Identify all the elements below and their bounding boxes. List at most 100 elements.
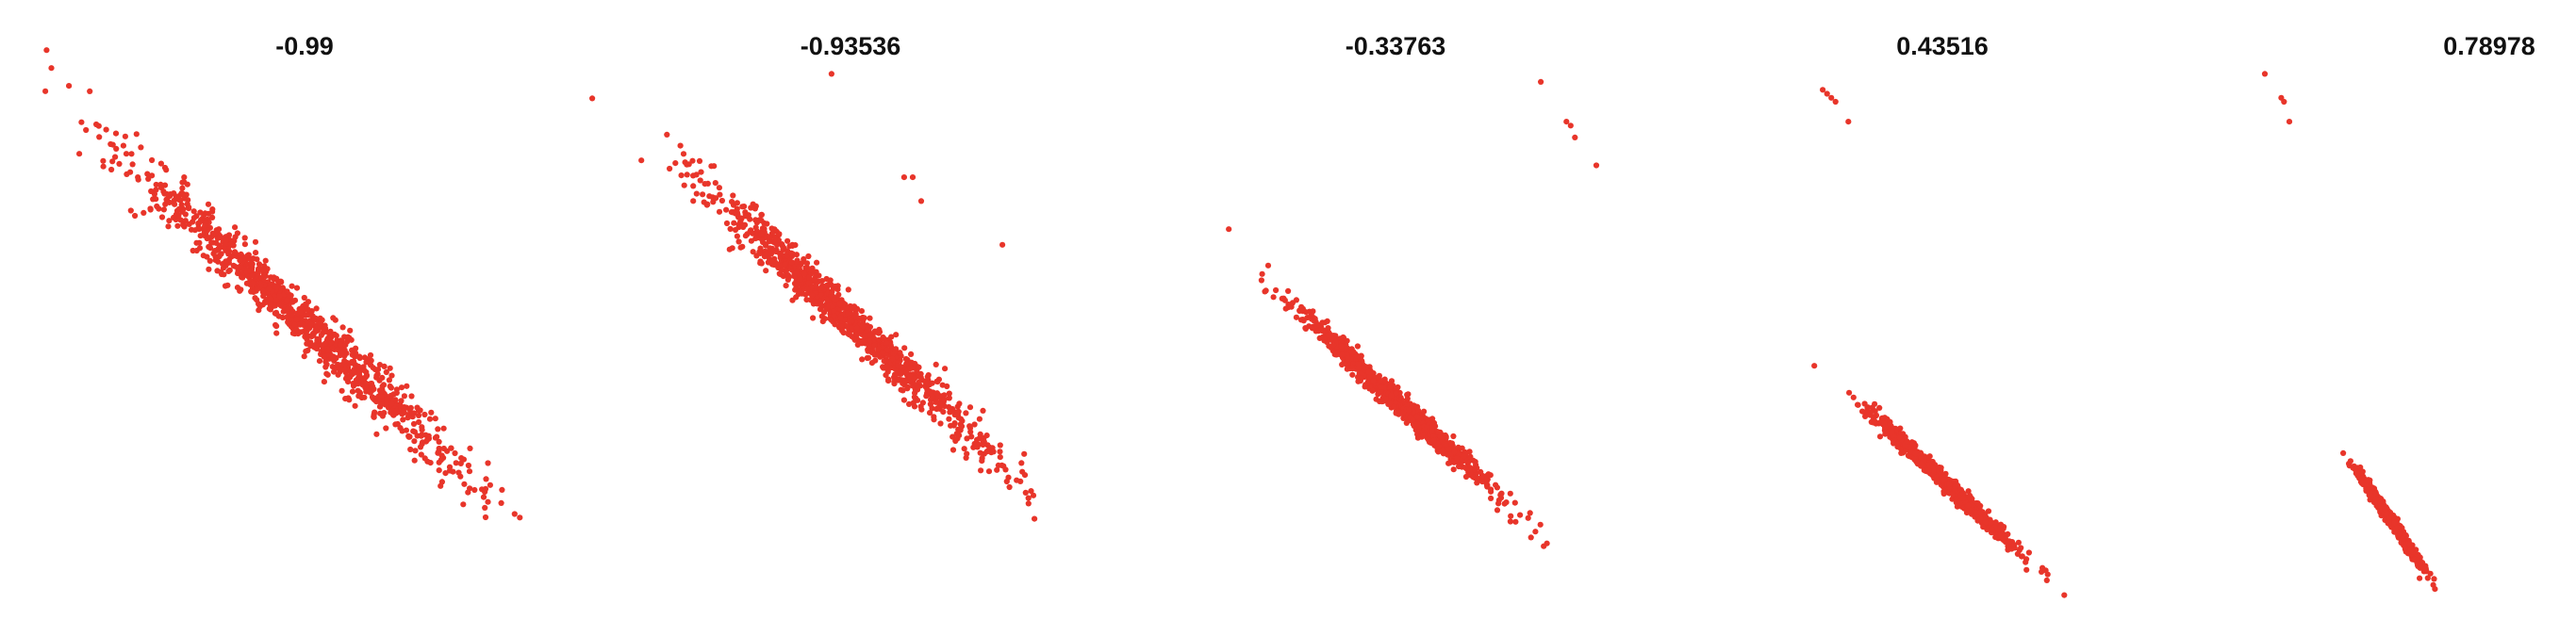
scatter-point bbox=[1312, 316, 1318, 322]
scatter-point bbox=[145, 175, 152, 182]
scatter-point bbox=[324, 347, 332, 353]
scatter-point bbox=[172, 201, 178, 207]
scatter-point bbox=[805, 280, 813, 286]
scatter-point bbox=[711, 163, 718, 170]
scatter-point bbox=[2359, 469, 2366, 476]
scatter-point bbox=[1864, 404, 1872, 411]
scatter-point bbox=[784, 271, 791, 279]
scatter-point bbox=[888, 334, 895, 340]
scatter-point bbox=[1032, 515, 1038, 522]
scatter-point bbox=[244, 253, 251, 259]
scatter-point bbox=[1563, 119, 1570, 125]
scatter-point bbox=[164, 196, 171, 203]
scatter-point bbox=[113, 145, 120, 152]
scatter-point bbox=[482, 504, 488, 512]
scatter-point bbox=[1303, 309, 1310, 316]
scatter-point bbox=[422, 438, 429, 445]
scatter-point bbox=[438, 457, 444, 464]
scatter-point bbox=[165, 223, 172, 230]
scatter-point bbox=[801, 270, 808, 277]
scatter-point bbox=[268, 296, 274, 302]
scatter-point bbox=[733, 210, 739, 217]
scatter-point bbox=[411, 429, 418, 435]
scatter-point bbox=[206, 243, 212, 251]
scatter-point bbox=[243, 280, 250, 286]
scatter-point bbox=[148, 188, 155, 195]
scatter-point bbox=[831, 308, 837, 315]
scatter-point bbox=[1828, 94, 1835, 101]
scatter-point bbox=[2061, 592, 2068, 598]
scatter-point bbox=[1369, 387, 1376, 394]
scatter-point bbox=[697, 177, 703, 184]
scatter-point bbox=[859, 322, 867, 330]
scatter-point bbox=[1879, 415, 1886, 421]
scatter-point bbox=[390, 391, 397, 398]
scatter-point bbox=[900, 397, 908, 403]
scatter-point bbox=[191, 227, 198, 234]
scatter-point bbox=[272, 311, 279, 318]
scatter-point bbox=[1495, 500, 1502, 507]
scatter-point bbox=[100, 163, 107, 170]
scatter-point bbox=[367, 351, 374, 359]
scatter-point bbox=[260, 268, 267, 274]
scatter-point bbox=[589, 95, 596, 102]
scatter-point bbox=[1940, 477, 1948, 483]
scatter-point bbox=[173, 207, 181, 214]
scatter-point bbox=[929, 394, 935, 400]
scatter-point bbox=[909, 174, 916, 181]
scatter-point bbox=[341, 367, 349, 373]
scatter-point bbox=[373, 372, 380, 379]
scatter-point bbox=[806, 274, 813, 281]
scatter-point bbox=[247, 268, 254, 274]
scatter-point bbox=[941, 403, 948, 410]
scatter-point bbox=[758, 260, 765, 267]
scatter-point bbox=[401, 393, 407, 400]
scatter-point bbox=[352, 402, 358, 409]
scatter-point bbox=[823, 282, 831, 288]
scatter-point bbox=[339, 387, 345, 394]
scatter-point bbox=[1919, 461, 1925, 467]
scatter-point bbox=[2417, 575, 2423, 581]
scatter-point bbox=[1933, 474, 1940, 481]
scatter-point bbox=[690, 198, 697, 204]
scatter-point bbox=[946, 416, 952, 422]
scatter-point bbox=[980, 441, 986, 449]
scatter-point bbox=[680, 151, 687, 157]
scatter-point bbox=[455, 469, 462, 476]
scatter-point bbox=[1355, 361, 1362, 367]
scatter-point bbox=[498, 499, 504, 507]
scatter-point bbox=[254, 286, 260, 292]
scatter-point bbox=[1289, 300, 1296, 306]
scatter-point bbox=[1567, 122, 1574, 129]
scatter-point bbox=[448, 445, 454, 451]
scatter-point bbox=[772, 260, 779, 267]
scatter-point bbox=[279, 314, 286, 321]
scatter-point bbox=[941, 396, 948, 403]
scatter-point bbox=[817, 302, 824, 308]
scatter-point bbox=[406, 433, 413, 440]
scatter-point bbox=[78, 119, 85, 125]
scatter-point bbox=[291, 321, 298, 329]
scatter-point bbox=[289, 311, 295, 318]
scatter-point bbox=[1511, 499, 1518, 506]
scatter-point bbox=[933, 361, 939, 367]
scatter-point bbox=[1824, 90, 1830, 97]
scatter-point bbox=[917, 198, 925, 204]
scatter-point bbox=[900, 387, 906, 394]
scatter-point bbox=[204, 234, 210, 240]
scatter-point bbox=[1345, 355, 1351, 362]
scatter-point bbox=[903, 361, 910, 367]
scatter-point bbox=[952, 437, 959, 445]
scatter-point bbox=[438, 452, 445, 459]
scatter-point bbox=[1870, 414, 1876, 420]
scatter-point bbox=[1364, 380, 1371, 386]
scatter-point bbox=[986, 444, 993, 450]
scatter-point bbox=[293, 316, 300, 323]
scatter-point bbox=[690, 183, 697, 189]
scatter-point bbox=[1324, 318, 1330, 324]
scatter-point bbox=[256, 261, 263, 268]
scatter-point bbox=[976, 416, 983, 422]
scatter-point bbox=[305, 306, 311, 313]
scatter-point bbox=[305, 347, 311, 354]
scatter-point bbox=[410, 410, 418, 416]
